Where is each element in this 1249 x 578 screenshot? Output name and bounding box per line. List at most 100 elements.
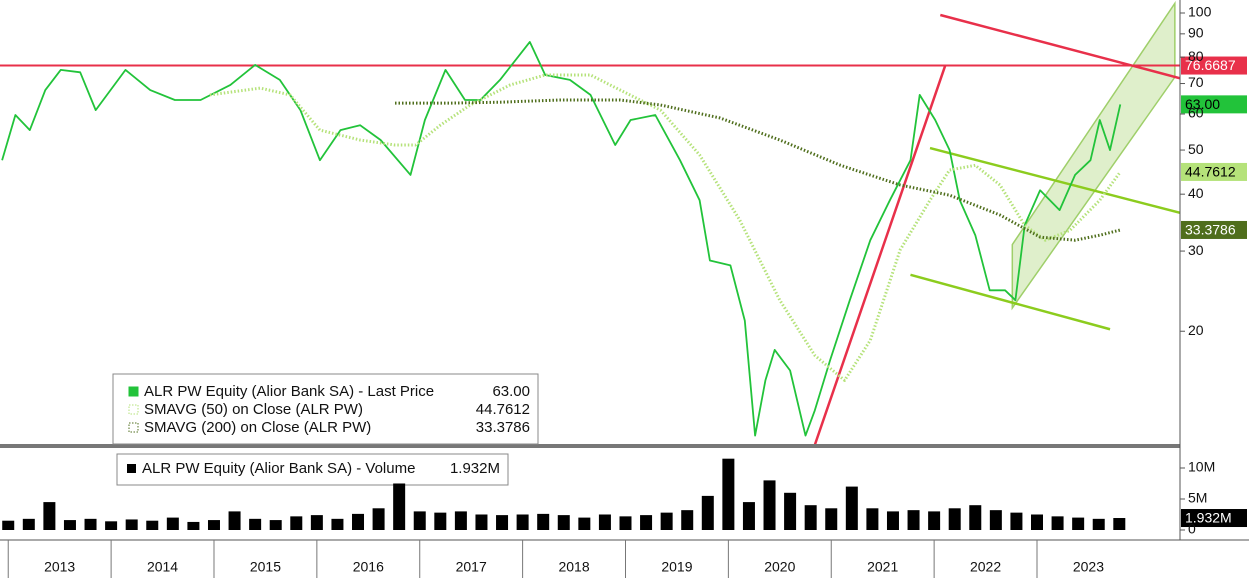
panel-divider (0, 444, 1180, 448)
y-tick-label: 0 (1188, 521, 1196, 537)
y-tick-label: 60 (1188, 105, 1204, 121)
y-tick-label: 70 (1188, 74, 1204, 90)
volume-bar (125, 519, 138, 530)
legend: ALR PW Equity (Alior Bank SA) - Last Pri… (112, 373, 539, 445)
volume-bar (434, 512, 447, 530)
volume-bar (742, 502, 755, 530)
legend: ALR PW Equity (Alior Bank SA) - Volume 1.… (116, 453, 509, 486)
price-line (395, 98, 1121, 242)
last-value-label-box (1181, 162, 1247, 181)
legend-value: 63.00 (492, 383, 530, 400)
last-value-label: 44.7612 (1185, 164, 1236, 180)
volume-bar (948, 508, 961, 530)
y-tick-label: 5M (1188, 490, 1207, 506)
x-tick-label: 2015 (250, 559, 281, 575)
x-tick-label: 2022 (970, 559, 1001, 575)
volume-bar (496, 515, 509, 530)
x-tick-label: 2018 (558, 559, 589, 575)
volume-bar (63, 520, 76, 530)
volume-bar (310, 515, 323, 530)
volume-bar (578, 517, 591, 530)
volume-bar (1031, 514, 1044, 530)
volume-bar (969, 505, 982, 530)
volume-bar (105, 521, 118, 530)
volume-bar (207, 520, 220, 530)
volume-bar (537, 513, 550, 530)
legend-label: ALR PW Equity (Alior Bank SA) - Volume (142, 460, 415, 477)
volume-bar (928, 511, 941, 530)
volume-bar (886, 511, 899, 530)
last-value-label: 33.3786 (1185, 222, 1236, 238)
last-value-label: 63.00 (1185, 96, 1220, 112)
legend-swatch (128, 386, 139, 397)
y-tick-label: 100 (1188, 4, 1212, 20)
y-tick-label: 90 (1188, 25, 1204, 41)
volume-bar (557, 515, 570, 530)
x-tick-label: 2017 (456, 559, 487, 575)
last-value-label-box (1181, 95, 1247, 114)
volume-bar (989, 510, 1002, 530)
y-tick-label: 40 (1188, 185, 1204, 201)
reference-label: 76.6687 (1185, 57, 1236, 73)
legend-value: 44.7612 (476, 401, 530, 418)
last-value-label-box (1181, 220, 1247, 239)
y-tick-label: 50 (1188, 141, 1204, 157)
trendline (813, 64, 947, 445)
legend-box (116, 453, 509, 486)
volume-bar (784, 492, 797, 530)
channel (1011, 0, 1176, 311)
volume-bar (701, 495, 714, 530)
legend-value: 1.932M (450, 460, 500, 477)
volume-bar (640, 515, 653, 530)
volume-bar (1072, 517, 1085, 530)
volume-bar (681, 510, 694, 530)
price-line (1, 41, 1122, 437)
volume-bar (763, 480, 776, 530)
y-tick-label: 80 (1188, 48, 1204, 64)
volume-bar (845, 486, 858, 530)
x-tick-label: 2014 (147, 559, 178, 575)
volume-bar (269, 520, 282, 530)
volume-bar (1113, 518, 1126, 530)
legend-box (112, 373, 539, 445)
x-tick-label: 2020 (764, 559, 795, 575)
x-tick-label: 2016 (353, 559, 384, 575)
volume-bar (166, 517, 179, 530)
volume-bar (84, 518, 97, 530)
price-line (209, 73, 1122, 382)
volume-bar (413, 511, 426, 530)
volume-bar (2, 520, 15, 530)
y-tick-label: 10M (1188, 459, 1215, 475)
legend-swatch (127, 464, 136, 473)
volume-bar (22, 518, 35, 530)
volume-bar (228, 511, 241, 530)
volume-bar (1051, 516, 1064, 530)
volume-bar (804, 505, 817, 530)
reference-label-box (1181, 56, 1247, 75)
y-tick-label: 20 (1188, 322, 1204, 338)
volume-bar (722, 458, 735, 530)
x-tick-label: 2019 (661, 559, 692, 575)
x-tick-label: 2021 (867, 559, 898, 575)
volume-bar (619, 516, 632, 530)
volume-bar (187, 521, 200, 530)
volume-bar (352, 513, 365, 530)
volume-bar (1092, 518, 1105, 530)
legend-label: ALR PW Equity (Alior Bank SA) - Last Pri… (144, 383, 434, 400)
volume-bar (393, 483, 406, 530)
x-tick-label: 2013 (44, 559, 75, 575)
volume-bar (1010, 512, 1023, 530)
y-tick-label: 30 (1188, 242, 1204, 258)
volume-bar (454, 511, 467, 530)
trendline (910, 273, 1111, 331)
volume-bar (516, 514, 529, 530)
price-plot (0, 0, 1180, 445)
volume-bar (475, 514, 488, 530)
last-value-label-box (1181, 509, 1247, 528)
legend-swatch (128, 404, 139, 415)
volume-bar (866, 508, 879, 530)
volume-bar (372, 508, 385, 530)
volume-bar (598, 514, 611, 530)
volume-bar (146, 520, 159, 530)
